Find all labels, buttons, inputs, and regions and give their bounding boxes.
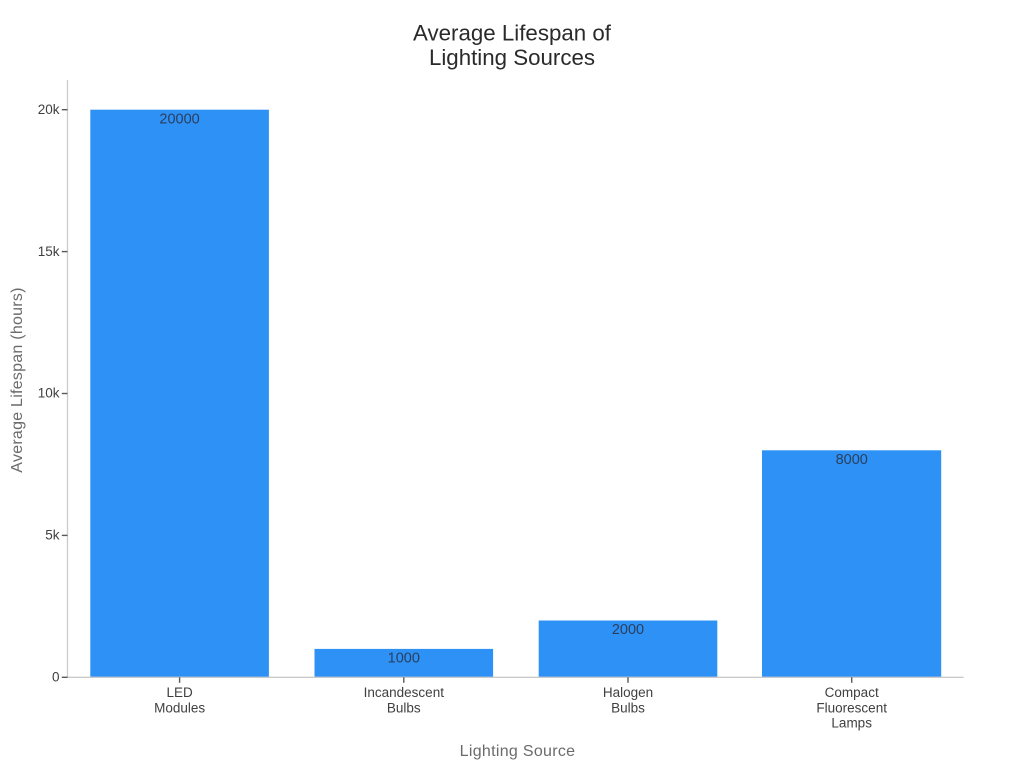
svg-text:Bulbs: Bulbs (611, 700, 645, 715)
svg-text:20000: 20000 (159, 111, 199, 127)
svg-text:Average Lifespan (hours): Average Lifespan (hours) (9, 287, 26, 472)
svg-text:20k: 20k (38, 102, 60, 117)
svg-text:5k: 5k (45, 528, 60, 543)
svg-text:Lighting Source: Lighting Source (460, 743, 576, 760)
svg-text:Bulbs: Bulbs (387, 700, 421, 715)
svg-text:15k: 15k (38, 244, 60, 259)
svg-text:0: 0 (52, 670, 60, 685)
svg-text:Modules: Modules (154, 700, 205, 715)
svg-text:Fluorescent: Fluorescent (816, 700, 887, 715)
svg-text:Lighting Sources: Lighting Sources (429, 45, 595, 70)
svg-text:8000: 8000 (836, 452, 868, 468)
svg-text:Compact: Compact (825, 685, 879, 700)
svg-text:LED: LED (166, 685, 193, 700)
svg-text:1000: 1000 (388, 651, 420, 667)
svg-text:Average Lifespan of: Average Lifespan of (413, 21, 612, 46)
svg-text:2000: 2000 (612, 622, 644, 638)
svg-text:Halogen: Halogen (603, 685, 653, 700)
svg-text:10k: 10k (38, 386, 60, 401)
svg-text:Lamps: Lamps (831, 716, 872, 731)
svg-text:Incandescent: Incandescent (364, 685, 445, 700)
